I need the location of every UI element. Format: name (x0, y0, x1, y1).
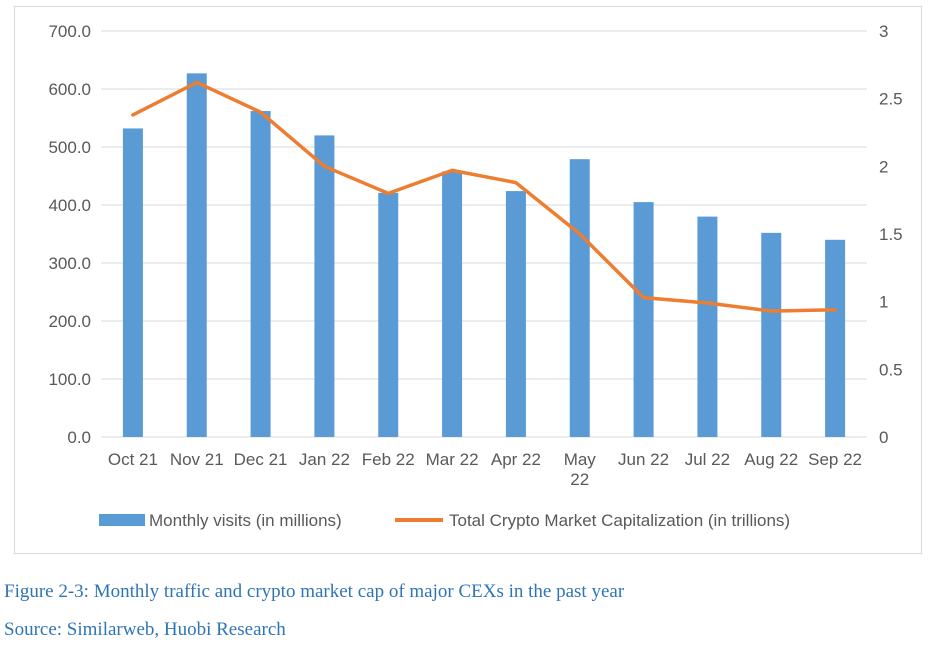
x-tick-label: May (564, 450, 597, 469)
source-caption: Source: Similarweb, Huobi Research (4, 619, 286, 640)
combo-chart: 0.0 100.0 200.0 300.0 400.0 500.0 600.0 700.0 0 0… (48, 22, 903, 530)
x-tick-label: Jan 22 (299, 450, 350, 469)
x-tick-label: Dec 21 (234, 450, 288, 469)
legend-label-bars: Monthly visits (in millions) (149, 511, 342, 530)
x-tick-label: 22 (570, 470, 589, 489)
x-tick-label: Apr 22 (491, 450, 541, 469)
y-left-tick-label: 600.0 (48, 80, 91, 99)
y-right-tick-label: 1.5 (879, 225, 903, 244)
y-right-tick-label: 2.5 (879, 90, 903, 109)
x-tick-label: Sep 22 (808, 450, 862, 469)
bar (122, 128, 143, 437)
y-left-tick-label: 300.0 (48, 254, 91, 273)
bar (505, 191, 526, 437)
y-left-tick-label: 0.0 (67, 428, 91, 447)
bar (697, 216, 718, 437)
line-series (131, 80, 837, 313)
legend-label-line: Total Crypto Market Capitalization (in t… (449, 511, 790, 530)
bar (378, 192, 399, 437)
bar (250, 111, 271, 437)
y-right-tick-label: 3 (879, 22, 888, 41)
bar (825, 239, 846, 437)
y-right-tick-label: 2 (879, 157, 888, 176)
x-tick-label: Feb 22 (362, 450, 415, 469)
x-tick-label: Aug 22 (744, 450, 798, 469)
chart-frame: 0.0 100.0 200.0 300.0 400.0 500.0 600.0 700.0 0 0… (14, 6, 922, 554)
x-tick-label: Mar 22 (426, 450, 479, 469)
y-left-tick-label: 700.0 (48, 22, 91, 41)
x-tick-label: Oct 21 (108, 450, 158, 469)
bar (442, 171, 463, 438)
y-right-tick-label: 1 (879, 293, 888, 312)
bar (314, 135, 335, 437)
y-left-tick-label: 200.0 (48, 312, 91, 331)
x-tick-label: Jun 22 (618, 450, 669, 469)
x-tick-label: Nov 21 (170, 450, 224, 469)
bar (569, 159, 590, 437)
x-tick-label: Jul 22 (685, 450, 730, 469)
figure-caption: Figure 2-3: Monthly traffic and crypto m… (4, 581, 625, 602)
bar (633, 202, 654, 437)
legend-swatch-bars (99, 514, 145, 526)
y-left-tick-label: 500.0 (48, 138, 91, 157)
y-right-tick-label: 0 (879, 428, 888, 447)
bar (186, 73, 207, 437)
y-right-tick-label: 0.5 (879, 360, 903, 379)
bar (761, 232, 782, 437)
y-left-tick-label: 100.0 (48, 370, 91, 389)
y-left-tick-label: 400.0 (48, 196, 91, 215)
